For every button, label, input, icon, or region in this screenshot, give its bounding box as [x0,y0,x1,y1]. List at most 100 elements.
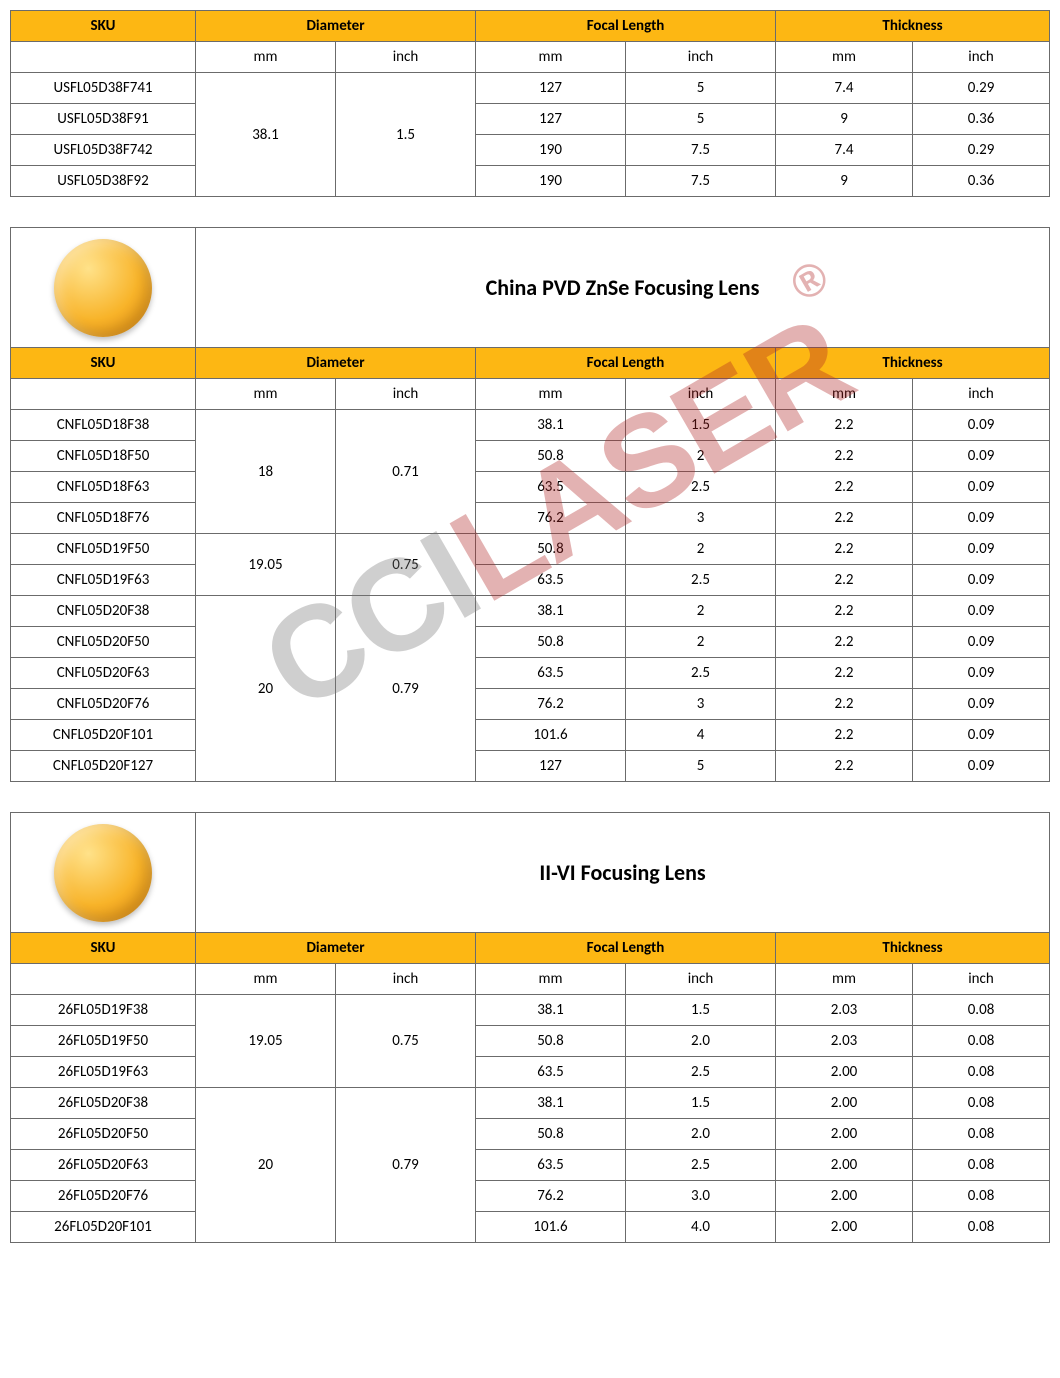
cell-focal-inch: 7.5 [626,166,776,197]
cell-sku: 26FL05D20F38 [11,1088,196,1119]
cell-focal-inch: 5 [626,751,776,782]
cell-thickness-inch: 0.36 [913,166,1050,197]
cell-sku: CNFL05D20F76 [11,689,196,720]
table-2-title-row: China PVD ZnSe Focusing Lens [11,228,1050,348]
cell-thickness-inch: 0.09 [913,689,1050,720]
cell-focal-inch: 3.0 [626,1181,776,1212]
cell-thickness-mm: 2.2 [776,503,913,534]
cell-sku: USFL05D38F741 [11,73,196,104]
cell-focal-mm: 38.1 [476,596,626,627]
cell-diameter-inch: 1.5 [336,73,476,197]
cell-thickness-inch: 0.08 [913,1057,1050,1088]
cell-thickness-mm: 2.03 [776,995,913,1026]
table-row: CNFL05D20F5050.822.20.09 [11,627,1050,658]
col-sku: SKU [11,11,196,42]
cell-sku: USFL05D38F91 [11,104,196,135]
cell-sku: CNFL05D18F50 [11,441,196,472]
unit-inch: inch [913,379,1050,410]
unit-mm: mm [476,379,626,410]
col-thickness: Thickness [776,933,1050,964]
lens-image-cell [11,228,196,348]
table-row: USFL05D38F7421907.57.40.29 [11,135,1050,166]
cell-thickness-inch: 0.08 [913,1119,1050,1150]
cell-focal-mm: 63.5 [476,1057,626,1088]
unit-mm: mm [776,42,913,73]
unit-blank [11,964,196,995]
cell-thickness-mm: 2.2 [776,410,913,441]
cell-thickness-mm: 2.2 [776,441,913,472]
cell-sku: CNFL05D19F63 [11,565,196,596]
cell-thickness-mm: 2.00 [776,1088,913,1119]
table-2-title-body: China PVD ZnSe Focusing Lens [11,228,1050,348]
table-row: CNFL05D20F101101.642.20.09 [11,720,1050,751]
spec-table-1: SKUDiameterFocal LengthThicknessmminchmm… [10,10,1050,197]
cell-thickness-inch: 0.29 [913,135,1050,166]
cell-sku: CNFL05D20F127 [11,751,196,782]
cell-diameter-inch: 0.71 [336,410,476,534]
cell-thickness-inch: 0.08 [913,995,1050,1026]
cell-diameter-inch: 0.75 [336,995,476,1088]
cell-thickness-inch: 0.09 [913,658,1050,689]
cell-sku: CNFL05D20F63 [11,658,196,689]
cell-focal-inch: 2 [626,534,776,565]
unit-inch: inch [336,379,476,410]
cell-focal-inch: 1.5 [626,1088,776,1119]
unit-mm: mm [776,964,913,995]
table-unit-row: mminchmminchmminch [11,42,1050,73]
unit-inch: inch [336,964,476,995]
cell-focal-mm: 127 [476,751,626,782]
unit-mm: mm [196,964,336,995]
cell-diameter-inch: 0.75 [336,534,476,596]
unit-inch: inch [336,42,476,73]
cell-thickness-mm: 2.2 [776,472,913,503]
cell-focal-inch: 4 [626,720,776,751]
cell-focal-inch: 4.0 [626,1212,776,1243]
cell-sku: CNFL05D18F63 [11,472,196,503]
unit-inch: inch [626,964,776,995]
table-row: CNFL05D20F6363.52.52.20.09 [11,658,1050,689]
cell-thickness-inch: 0.09 [913,503,1050,534]
table-row: 26FL05D19F5050.82.02.030.08 [11,1026,1050,1057]
cell-sku: USFL05D38F742 [11,135,196,166]
cell-diameter-inch: 0.79 [336,596,476,782]
cell-thickness-inch: 0.08 [913,1212,1050,1243]
cell-focal-inch: 2.5 [626,565,776,596]
table-3-title-row: II-VI Focusing Lens [11,813,1050,933]
cell-thickness-inch: 0.08 [913,1026,1050,1057]
cell-thickness-inch: 0.09 [913,441,1050,472]
cell-thickness-mm: 2.2 [776,596,913,627]
cell-thickness-inch: 0.09 [913,751,1050,782]
unit-blank [11,42,196,73]
table-header-row: SKUDiameterFocal LengthThickness [11,11,1050,42]
cell-sku: USFL05D38F92 [11,166,196,197]
table-row: CNFL05D20F7676.232.20.09 [11,689,1050,720]
unit-mm: mm [196,379,336,410]
table-row: USFL05D38F91127590.36 [11,104,1050,135]
unit-mm: mm [196,42,336,73]
col-focal-length: Focal Length [476,11,776,42]
cell-sku: CNFL05D19F50 [11,534,196,565]
table-row: 26FL05D20F38200.7938.11.52.000.08 [11,1088,1050,1119]
unit-mm: mm [776,379,913,410]
cell-thickness-mm: 7.4 [776,73,913,104]
cell-diameter-mm: 20 [196,596,336,782]
col-diameter: Diameter [196,348,476,379]
cell-thickness-inch: 0.08 [913,1181,1050,1212]
cell-focal-mm: 50.8 [476,1119,626,1150]
cell-focal-mm: 63.5 [476,1150,626,1181]
cell-thickness-mm: 2.00 [776,1057,913,1088]
table-unit-row: mminchmminchmminch [11,379,1050,410]
cell-sku: 26FL05D19F63 [11,1057,196,1088]
cell-diameter-mm: 20 [196,1088,336,1243]
table-row: CNFL05D18F6363.52.52.20.09 [11,472,1050,503]
cell-thickness-mm: 2.00 [776,1181,913,1212]
cell-focal-mm: 50.8 [476,534,626,565]
cell-focal-inch: 2.5 [626,472,776,503]
cell-sku: 26FL05D19F38 [11,995,196,1026]
cell-sku: 26FL05D20F101 [11,1212,196,1243]
cell-sku: CNFL05D20F50 [11,627,196,658]
spec-table-2: China PVD ZnSe Focusing Lens SKUDiameter… [10,227,1050,782]
cell-diameter-mm: 19.05 [196,995,336,1088]
cell-thickness-inch: 0.08 [913,1150,1050,1181]
cell-focal-mm: 76.2 [476,503,626,534]
